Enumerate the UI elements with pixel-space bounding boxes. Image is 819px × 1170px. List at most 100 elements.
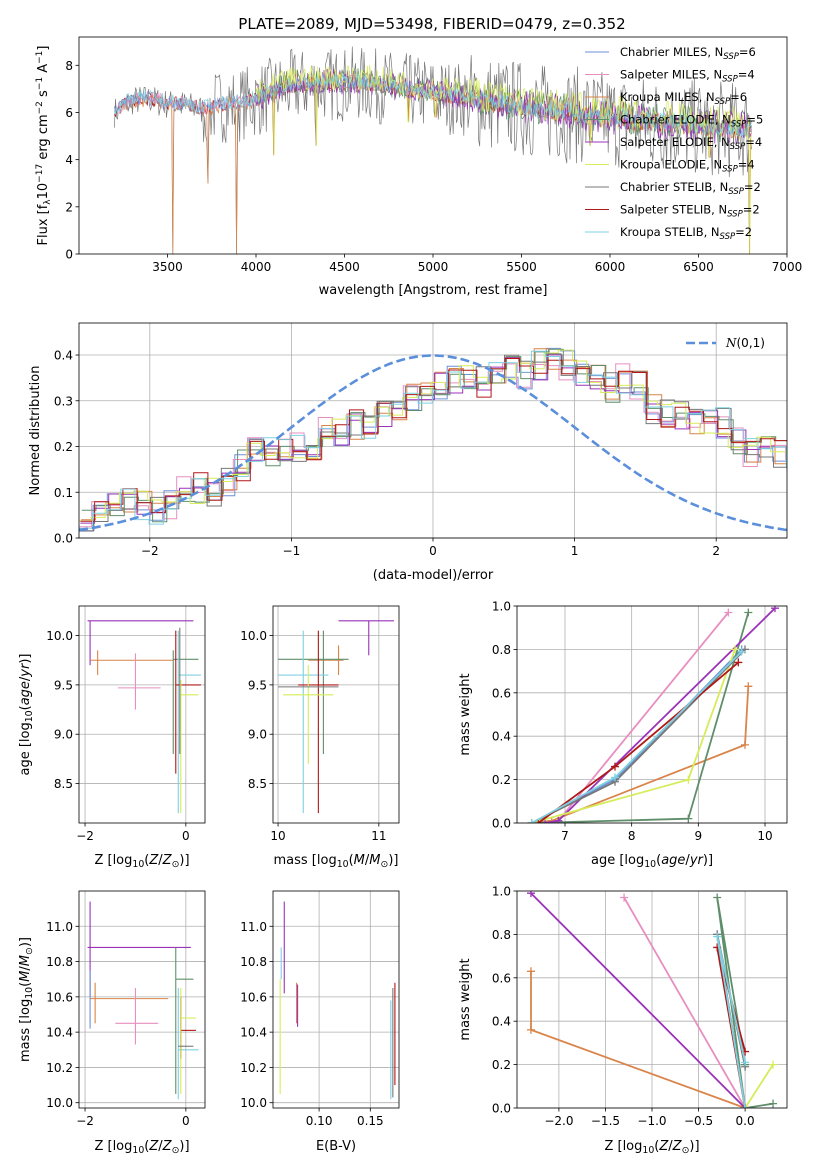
data-point-marker <box>554 816 563 823</box>
x-tick-label: 6500 <box>683 260 714 274</box>
grid-lines <box>273 606 399 823</box>
data-point-marker <box>737 647 746 656</box>
x-tick-label: 7 <box>561 829 569 843</box>
normal-curve <box>79 354 787 532</box>
x-tick-label: −1 <box>283 544 301 558</box>
residual-histogram-panel: −2 −1 0 1 2 0.0 0.1 0.2 0.3 0.4 (data-model)/error… <box>28 322 788 583</box>
y-axis-label: Normed distribution <box>28 366 43 496</box>
x-tick-label: 4000 <box>241 260 272 274</box>
x-tick-label: 3500 <box>152 260 183 274</box>
y-axis-label: mass weight <box>458 673 473 755</box>
data-point-marker <box>744 608 753 617</box>
error-cross <box>298 630 339 814</box>
mass-weight-vs-age-panel: 7 8 9 10 0.0 0.2 0.4 0.6 0.8 1.0 age [log10(age/yr… <box>458 600 788 870</box>
series-path <box>623 897 746 1108</box>
data-point-marker <box>771 606 779 613</box>
y-tick-label: 10.0 <box>46 1096 73 1110</box>
legend: N(0,1) <box>686 336 765 350</box>
plot-area <box>526 891 778 1108</box>
y-tick-label: 9.5 <box>248 678 267 692</box>
x-tick-label: −1.0 <box>637 1114 666 1128</box>
histogram-series <box>79 349 787 522</box>
y-tick-label: 0.8 <box>492 928 511 942</box>
x-tick-label: −2 <box>76 829 94 843</box>
x-tick-label: 10 <box>757 829 772 843</box>
data-point-marker <box>611 773 619 782</box>
plot-area <box>87 901 199 1100</box>
y-axis-label: mass weight <box>458 958 473 1040</box>
y-tick-label: 4 <box>65 153 73 167</box>
x-axis-label: mass [log10(M/M⊙)] <box>273 853 398 870</box>
data-point-marker <box>684 814 693 823</box>
x-axis-label: wavelength [Angstrom, rest frame] <box>319 283 548 298</box>
axes-frame <box>78 36 788 255</box>
data-point-marker <box>741 1058 750 1067</box>
grid-lines <box>517 890 787 1109</box>
legend-item: Kroupa ELODIE, NSSP=4 <box>585 158 755 175</box>
figure-title: PLATE=2089, MJD=53498, FIBERID=0479, z=0… <box>238 15 625 33</box>
mass-vs-reddening-panel: 0.10 0.15 10.0 10.2 10.4 10.6 10.8 11.0 E(B-V) <box>240 890 400 1154</box>
legend-item: Kroupa MILES, NSSP=6 <box>585 90 747 107</box>
data-point-marker <box>741 740 749 749</box>
error-cross <box>338 620 394 656</box>
data-point-marker <box>620 893 629 902</box>
data-point-marker <box>541 819 549 823</box>
legend-label: Chabrier STELIB, NSSP=2 <box>620 180 761 197</box>
x-axis-label: Z [log10(Z/Z⊙)] <box>604 1139 699 1156</box>
data-point-marker <box>769 1060 778 1069</box>
grid-lines <box>79 606 205 823</box>
data-point-marker <box>526 1025 535 1034</box>
axes-frame <box>272 890 400 1109</box>
series-path <box>531 650 743 823</box>
y-tick-label: 0 <box>65 248 73 262</box>
axes-frame <box>78 322 788 539</box>
data-point-marker <box>713 932 722 941</box>
x-tick-label: 7000 <box>772 260 803 274</box>
y-tick-label: 1.0 <box>492 600 511 614</box>
spectrum-panel: 3500 4000 4500 5000 5500 6000 6500 7000 0 2 4 6 8 wav… <box>35 36 803 298</box>
data-point-marker <box>734 658 743 667</box>
data-point-marker <box>526 891 535 898</box>
y-tick-label: 10.0 <box>240 1096 267 1110</box>
legend-label: Salpeter MILES, NSSP=4 <box>620 68 755 85</box>
axes-frame <box>516 890 788 1109</box>
x-tick-label: 9 <box>695 829 703 843</box>
y-tick-label: 2 <box>65 200 73 214</box>
x-axis-label: age [log10(age/yr)] <box>591 853 713 870</box>
x-axis-label: Z [log10(Z/Z⊙)] <box>94 1139 189 1156</box>
x-tick-label: 5500 <box>506 260 537 274</box>
y-tick-label: 0.0 <box>54 532 73 546</box>
axes-frame <box>78 605 206 824</box>
y-tick-label: 0.4 <box>54 349 73 363</box>
histogram-series <box>79 350 787 529</box>
legend-item: Chabrier ELODIE, NSSP=5 <box>585 113 763 130</box>
y-tick-label: 6 <box>65 106 73 120</box>
y-tick-label: 10.8 <box>240 955 267 969</box>
legend-item: Chabrier STELIB, NSSP=2 <box>585 180 761 197</box>
data-point-marker <box>713 893 722 902</box>
plot-area <box>527 606 779 823</box>
series-path <box>744 1064 774 1108</box>
grid-lines <box>273 891 399 1108</box>
y-tick-label: 9.0 <box>248 728 267 742</box>
age-vs-metallicity-panel: −2 0 8.5 9.0 9.5 10.0 Z [log10(Z/Z⊙)] age [log1… <box>18 605 206 870</box>
x-tick-label: 4500 <box>329 260 360 274</box>
axes-frame <box>516 605 788 824</box>
error-cross <box>117 653 161 710</box>
data-point-marker <box>731 645 739 654</box>
x-tick-label: −0.5 <box>684 1114 713 1128</box>
series-path <box>538 611 729 823</box>
y-tick-label: 10.2 <box>240 1061 267 1075</box>
y-tick-label: 0.4 <box>492 730 511 744</box>
y-tick-label: 10.6 <box>46 990 73 1004</box>
y-tick-label: 10.0 <box>240 629 267 643</box>
histogram-series <box>79 353 787 532</box>
plot-area <box>87 620 201 814</box>
x-tick-label: 0.0 <box>736 1114 755 1128</box>
series-line <box>527 647 746 823</box>
legend-label: Kroupa STELIB, NSSP=2 <box>620 225 752 242</box>
legend-label: Chabrier ELODIE, NSSP=5 <box>620 113 763 130</box>
y-tick-label: 0.6 <box>492 686 511 700</box>
legend: Chabrier MILES, NSSP=6 Salpeter MILES, NS… <box>585 45 763 242</box>
